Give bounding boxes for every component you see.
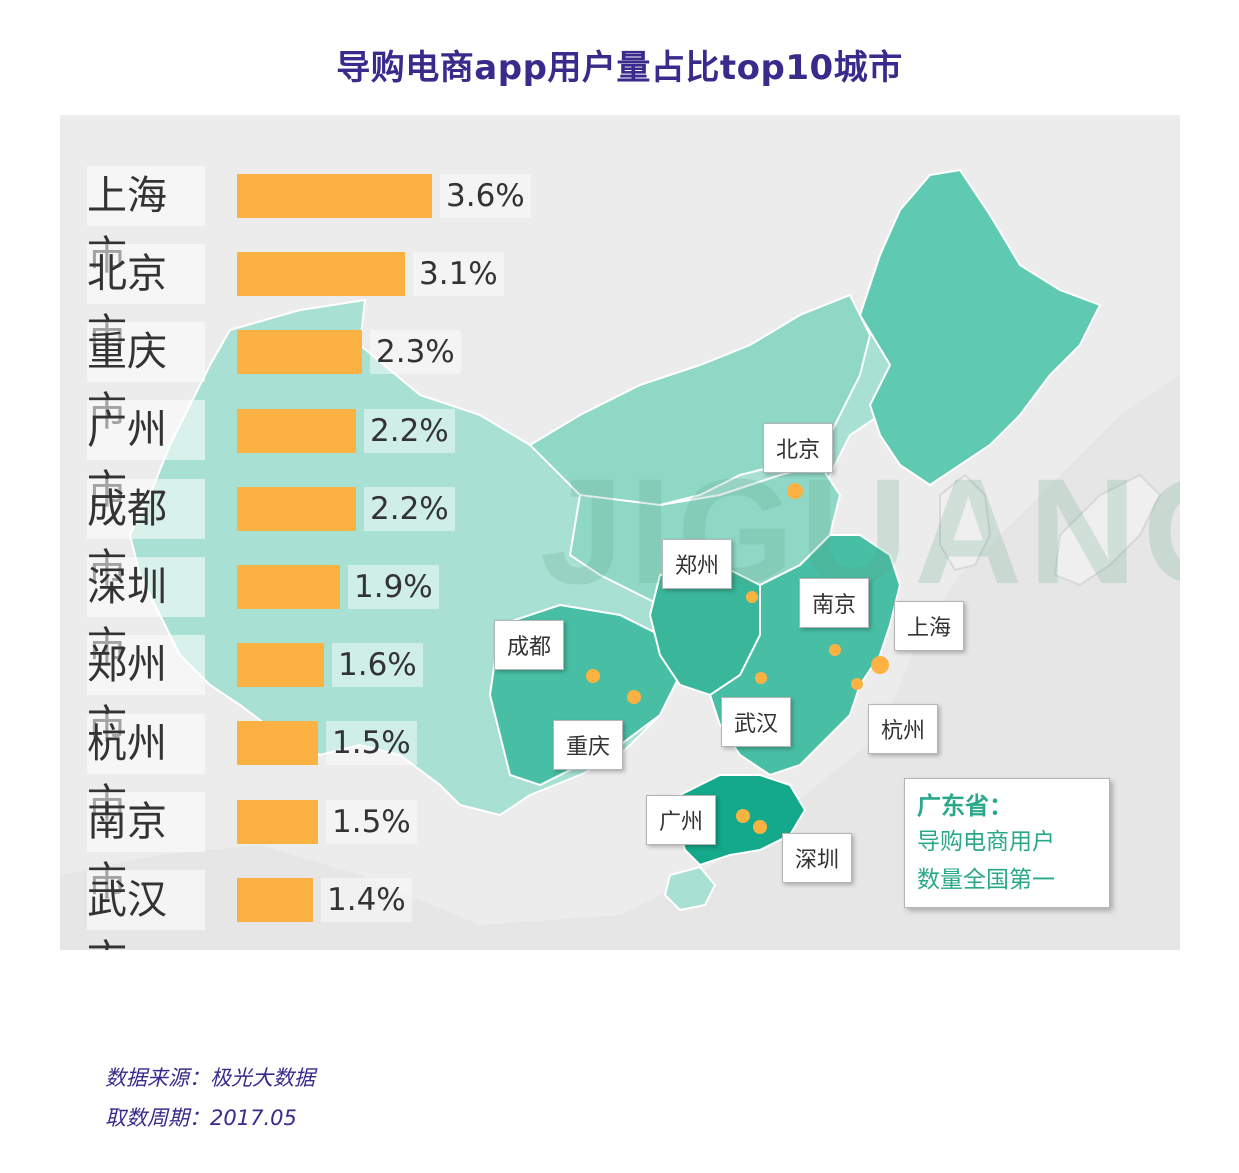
dot-guangzhou bbox=[736, 809, 750, 823]
bar bbox=[237, 330, 362, 374]
map-label-chengdu: 成都 bbox=[494, 620, 565, 670]
row-label: 重庆市 bbox=[87, 322, 205, 435]
dot-wuhan bbox=[755, 672, 767, 684]
dot-nanjing bbox=[829, 644, 841, 656]
map-label-nanjing: 南京 bbox=[799, 578, 870, 628]
china-northeast-region bbox=[858, 168, 1102, 487]
map-label-chongqing: 重庆 bbox=[553, 720, 624, 770]
dot-shanghai bbox=[871, 656, 889, 674]
callout-line1: 导购电商用户 bbox=[917, 829, 1055, 855]
bar bbox=[237, 487, 356, 531]
bar-value-label: 2.2% bbox=[364, 409, 455, 453]
bar-value-label: 3.1% bbox=[413, 252, 504, 296]
callout-line2: 数量全国第一 bbox=[917, 867, 1055, 893]
bar bbox=[237, 878, 313, 922]
footer-source: 数据来源：极光大数据 bbox=[105, 1066, 315, 1090]
bar-value-label: 1.5% bbox=[326, 800, 417, 844]
bar bbox=[237, 409, 356, 453]
bar-value-label: 1.9% bbox=[348, 565, 439, 609]
dot-hangzhou bbox=[851, 678, 863, 690]
bar-value-label: 2.3% bbox=[370, 330, 461, 374]
dot-beijing bbox=[787, 483, 803, 499]
bar bbox=[237, 565, 340, 609]
map-panel: JIGUANG 上海市 北京市 重庆市 广州市 成都市 深圳市 郑州市 杭州市 … bbox=[60, 115, 1180, 950]
city-dots bbox=[586, 483, 889, 834]
map-label-hangzhou: 杭州 bbox=[868, 704, 939, 754]
row-label: 上海市 bbox=[87, 166, 205, 279]
map-label-wuhan: 武汉 bbox=[721, 697, 792, 747]
guangdong-callout: 广东省： 导购电商用户 数量全国第一 bbox=[904, 778, 1110, 908]
dot-chengdu bbox=[586, 669, 600, 683]
row-label: 成都市 bbox=[87, 479, 205, 592]
bar bbox=[237, 252, 405, 296]
bar-value-label: 1.5% bbox=[326, 721, 417, 765]
bar-value-label: 1.4% bbox=[321, 878, 412, 922]
map-label-guangzhou: 广州 bbox=[646, 795, 717, 845]
dot-zhengzhou bbox=[746, 591, 758, 603]
row-label: 北京市 bbox=[87, 244, 205, 357]
dot-chongqing bbox=[627, 690, 641, 704]
callout-title: 广东省： bbox=[917, 792, 1013, 820]
row-label: 武汉市 bbox=[87, 870, 205, 950]
map-label-shenzhen: 深圳 bbox=[782, 833, 853, 883]
chart-title: 导购电商app用户量占比top10城市 bbox=[336, 48, 903, 88]
footer-period: 取数周期：2017.05 bbox=[105, 1106, 297, 1130]
hainan-region bbox=[663, 865, 717, 912]
bar bbox=[237, 800, 318, 844]
bar-value-label: 2.2% bbox=[364, 487, 455, 531]
bar-value-label: 3.6% bbox=[440, 174, 531, 218]
bar bbox=[237, 174, 432, 218]
dot-shenzhen bbox=[753, 820, 767, 834]
bar bbox=[237, 643, 324, 687]
central-region bbox=[648, 563, 761, 697]
map-label-zhengzhou: 郑州 bbox=[662, 539, 733, 589]
row-label: 南京市 bbox=[87, 792, 205, 905]
bar-value-label: 1.6% bbox=[332, 643, 423, 687]
row-label: 郑州市 bbox=[87, 635, 205, 748]
map-label-shanghai: 上海 bbox=[894, 601, 965, 651]
row-label: 深圳市 bbox=[87, 557, 205, 670]
map-label-beijing: 北京 bbox=[763, 423, 834, 473]
bar bbox=[237, 721, 318, 765]
row-label: 广州市 bbox=[87, 400, 205, 513]
row-label: 杭州市 bbox=[87, 714, 205, 827]
